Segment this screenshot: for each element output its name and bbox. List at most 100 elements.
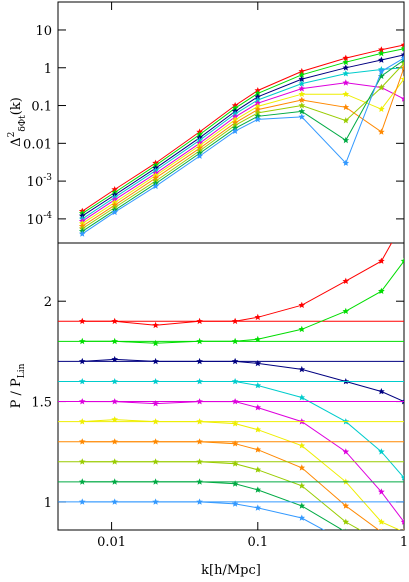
- data-point: [400, 75, 404, 82]
- y-tick-label: 0.1: [31, 100, 52, 115]
- data-point: [231, 420, 239, 427]
- data-point: [342, 448, 350, 455]
- data-point: [254, 89, 262, 97]
- series-line: [82, 243, 393, 326]
- data-point: [231, 337, 239, 345]
- y-tick-label: 10-4: [27, 211, 53, 228]
- y-tick-label: 2: [44, 295, 52, 310]
- data-point: [342, 277, 350, 284]
- data-point: [378, 257, 385, 264]
- data-point: [196, 478, 203, 485]
- data-point: [254, 96, 262, 103]
- y-axis-label: Δ2δΦt(k): [7, 97, 28, 147]
- data-point: [152, 321, 159, 329]
- data-point: [231, 398, 239, 405]
- data-point: [196, 418, 203, 425]
- data-point: [254, 359, 262, 367]
- data-point: [378, 56, 385, 63]
- data-point: [342, 136, 350, 144]
- series-line: [82, 481, 344, 530]
- data-point: [152, 357, 159, 365]
- data-point: [298, 96, 306, 103]
- plot-frame: [57, 242, 405, 531]
- data-point: [378, 448, 385, 455]
- data-point: [78, 458, 86, 465]
- data-point: [342, 159, 350, 166]
- data-point: [378, 105, 385, 112]
- data-point: [342, 64, 350, 71]
- data-point: [254, 404, 262, 411]
- data-point: [231, 480, 239, 487]
- data-point: [298, 325, 306, 333]
- data-point: [298, 514, 306, 521]
- data-point: [152, 378, 159, 385]
- series-line: [82, 48, 404, 214]
- data-point: [298, 394, 306, 401]
- data-point: [231, 317, 239, 325]
- data-point: [196, 317, 203, 325]
- data-point: [378, 539, 385, 545]
- data-point: [400, 45, 404, 52]
- data-point: [380, 528, 383, 530]
- data-point: [400, 59, 404, 67]
- data-point: [196, 458, 203, 465]
- data-point: [111, 337, 118, 345]
- data-point: [378, 488, 385, 495]
- data-point: [111, 378, 118, 385]
- y-tick-label: 0.01: [23, 137, 52, 152]
- plot-area: [78, 41, 404, 237]
- data-point: [231, 357, 239, 365]
- data-point: [298, 365, 306, 373]
- data-point: [231, 500, 239, 507]
- data-point: [78, 230, 86, 237]
- y-tick-label: 10-3: [27, 173, 53, 190]
- data-point: [345, 528, 347, 530]
- series-line: [82, 441, 380, 530]
- data-point: [78, 317, 86, 325]
- data-point: [78, 438, 86, 445]
- data-point: [152, 478, 159, 485]
- data-point: [254, 426, 262, 433]
- data-point: [298, 113, 306, 120]
- data-point: [152, 182, 159, 190]
- data-point: [378, 518, 385, 525]
- data-point: [378, 539, 385, 545]
- data-point: [111, 498, 118, 505]
- data-point: [400, 51, 404, 58]
- data-point: [342, 502, 350, 509]
- plot-area: [58, 243, 404, 545]
- data-point: [342, 54, 350, 61]
- data-point: [400, 54, 404, 61]
- data-point: [378, 46, 385, 53]
- data-point: [378, 388, 385, 395]
- series-line: [82, 54, 404, 217]
- data-point: [298, 75, 306, 82]
- data-point: [342, 307, 350, 315]
- y-tick-label-exp: -4: [43, 211, 52, 221]
- data-point: [254, 106, 262, 113]
- series-line: [82, 82, 404, 222]
- data-point: [152, 498, 159, 505]
- data-point: [111, 478, 118, 485]
- data-point: [254, 466, 262, 473]
- data-point: [400, 474, 404, 481]
- data-point: [378, 67, 385, 75]
- data-point: [378, 72, 385, 79]
- data-point: [196, 131, 203, 138]
- y-tick-label-exp: -3: [43, 173, 52, 183]
- y-tick-label-base: 10: [27, 175, 44, 190]
- data-point: [196, 378, 203, 385]
- data-point: [400, 64, 404, 71]
- data-point: [111, 416, 118, 423]
- x-axis-label: k[h/Mpc]: [201, 563, 261, 578]
- data-point: [378, 49, 385, 57]
- y-axis-label: P / PLin: [9, 363, 27, 408]
- data-point: [378, 287, 385, 294]
- data-point: [152, 458, 159, 465]
- data-point: [111, 458, 118, 465]
- data-point: [111, 317, 118, 325]
- series-line: [82, 59, 404, 232]
- data-point: [231, 127, 239, 134]
- data-point: [378, 84, 385, 91]
